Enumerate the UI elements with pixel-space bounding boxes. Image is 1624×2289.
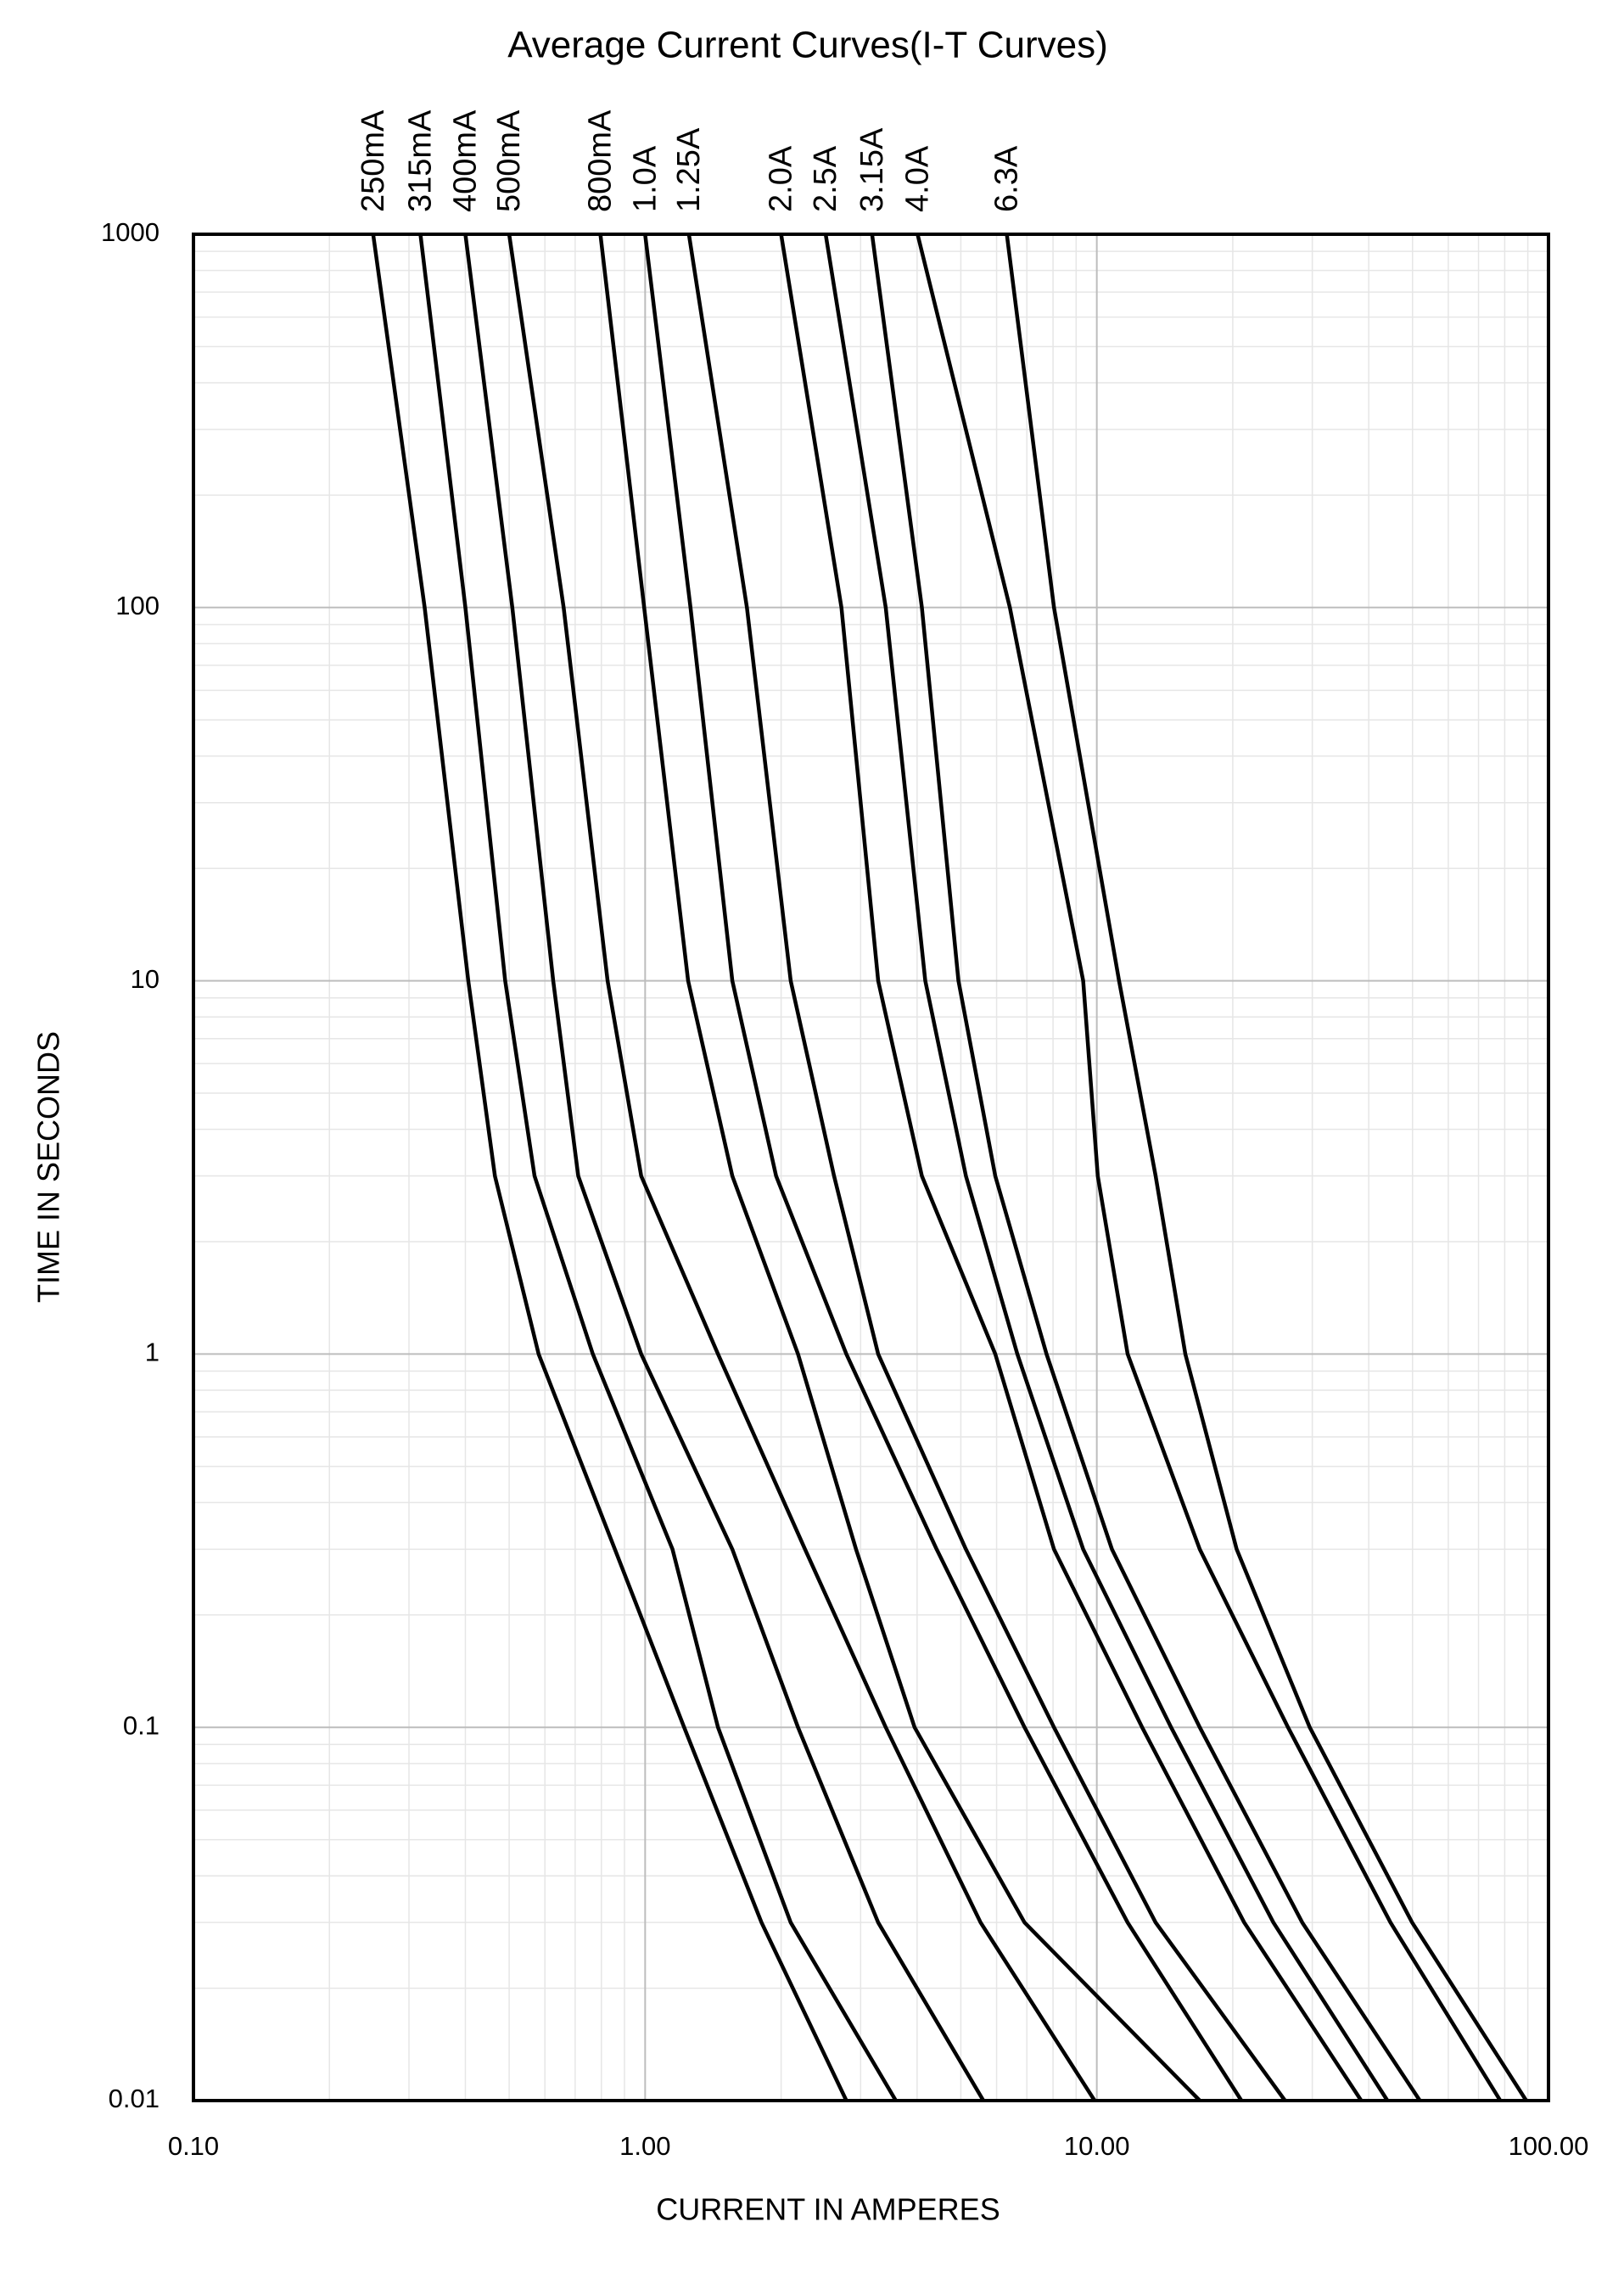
x-tick-label: 1.00	[619, 2131, 670, 2161]
y-tick-label: 0.01	[109, 2084, 160, 2113]
series-label: 2.5A	[808, 145, 843, 212]
chart-title: Average Current Curves(I-T Curves)	[507, 25, 1107, 66]
x-axis-title: CURRENT IN AMPERES	[656, 2192, 1000, 2227]
series-label: 6.3A	[989, 145, 1025, 212]
curve	[686, 233, 1287, 2102]
series-label: 3.15A	[854, 127, 890, 212]
grid	[193, 233, 1549, 2101]
curve	[598, 233, 1201, 2102]
curve	[643, 233, 1243, 2102]
labels: 0.10 1.00 10.00 100.00 0.01 0.1 1 10 100 1000 250m…	[101, 109, 1588, 2161]
curve	[1005, 233, 1528, 2102]
plot-frame	[192, 233, 1550, 2102]
curve	[823, 233, 1390, 2102]
x-tick-label: 0.10	[168, 2131, 219, 2161]
y-tick-label: 10	[131, 964, 160, 994]
curves	[371, 233, 1528, 2102]
x-tick-label: 10.00	[1064, 2131, 1130, 2161]
y-tick-label: 100	[115, 591, 160, 620]
y-axis-title: TIME IN SECONDS	[31, 1031, 66, 1303]
x-tick-label: 100.00	[1509, 2131, 1589, 2161]
curve	[463, 233, 985, 2102]
series-label: 2.0A	[764, 145, 799, 212]
series-label: 315mA	[402, 109, 438, 212]
series-label: 400mA	[447, 109, 483, 212]
series-label: 1.25A	[671, 127, 707, 212]
y-tick-label: 1	[145, 1338, 160, 1367]
series-label: 500mA	[491, 109, 527, 212]
series-label: 1.0A	[627, 145, 663, 212]
y-tick-label: 1000	[101, 217, 160, 247]
curve	[418, 233, 898, 2102]
series-label: 800mA	[583, 109, 619, 212]
curve	[507, 233, 1096, 2102]
curve	[371, 233, 848, 2101]
y-tick-label: 0.1	[123, 1710, 160, 1740]
curve	[916, 233, 1503, 2102]
series-label: 250mA	[356, 109, 391, 212]
curve	[870, 233, 1422, 2102]
curve	[779, 233, 1364, 2102]
series-label: 4.0A	[899, 145, 935, 212]
